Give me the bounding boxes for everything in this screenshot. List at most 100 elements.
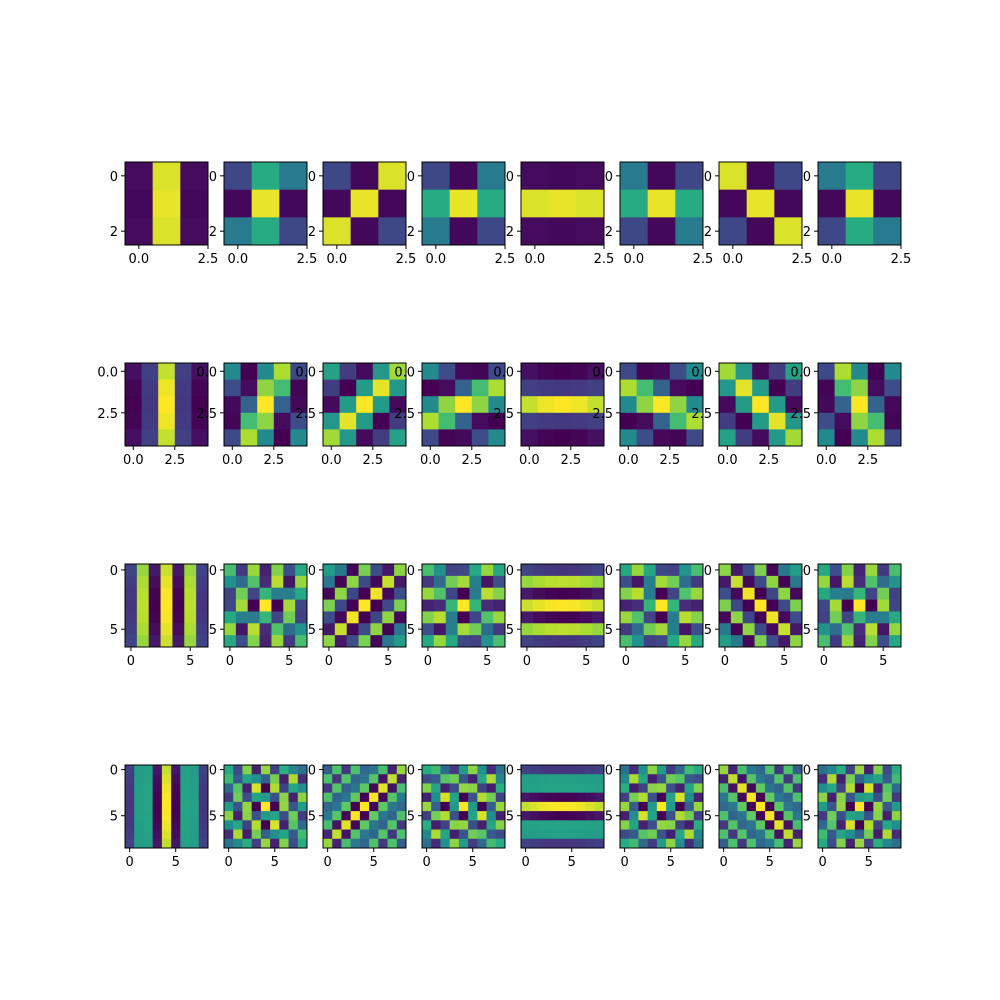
heatmap-cell: [136, 575, 150, 589]
heatmap-cell: [297, 811, 308, 821]
heatmap-cell: [332, 792, 342, 803]
heatmap-cell: [719, 587, 732, 600]
heatmap-cell: [638, 783, 649, 794]
heatmap-cell: [679, 599, 692, 612]
heatmap-cell: [629, 774, 639, 784]
heatmap-cell: [877, 623, 890, 636]
heatmap-cell: [493, 564, 506, 577]
heatmap-cell: [884, 379, 902, 397]
heatmap-cell: [270, 838, 280, 849]
heatmap-cell: [737, 774, 748, 784]
heatmap-cell: [224, 783, 234, 794]
y-tick-label: 2: [209, 225, 217, 240]
heatmap-cell: [477, 801, 487, 812]
heatmap-cell: [656, 783, 667, 794]
heatmap-cell: [829, 587, 843, 600]
heatmap-cell: [242, 838, 253, 849]
heatmap-cell: [172, 623, 185, 636]
heatmap-cell: [783, 774, 794, 784]
heatmap-cell: [382, 623, 395, 636]
x-tick-label: 0: [523, 654, 531, 669]
heatmap-cell: [620, 599, 633, 612]
heatmap-cell: [728, 765, 738, 775]
y-tick-label: 2.5: [691, 407, 712, 422]
heatmap-cell: [790, 635, 803, 648]
heatmap-cell: [334, 635, 348, 648]
heatmap-cell: [884, 412, 902, 430]
heatmap-cell: [247, 587, 260, 600]
heatmap-cell: [728, 820, 738, 830]
heatmap-cell: [647, 217, 676, 246]
axes-frame: [322, 161, 407, 246]
heatmap-cell: [339, 363, 357, 380]
heatmap-cell: [752, 379, 770, 397]
heatmap-cell: [449, 801, 460, 812]
heatmap-cell: [251, 774, 262, 784]
heatmap-cell: [160, 635, 173, 648]
heatmap-cell: [620, 379, 637, 397]
heatmap-cell: [719, 783, 729, 794]
heatmap-cell: [691, 587, 704, 600]
heatmap-cell: [369, 765, 379, 775]
heatmap-cell: [152, 783, 163, 794]
heatmap-cell: [537, 412, 555, 430]
y-tick-label: 0: [506, 564, 514, 579]
heatmap-cell: [620, 829, 630, 840]
heatmap-cell: [785, 412, 803, 430]
heatmap-cell: [184, 587, 197, 600]
heatmap-cell: [557, 820, 568, 830]
heatmap-cell: [521, 838, 531, 849]
heatmap-cell: [765, 765, 775, 775]
heatmap-cell: [134, 774, 144, 784]
axes-frame: [223, 362, 308, 447]
x-tick-label: 2.5: [297, 252, 318, 267]
heatmap-cell: [873, 820, 883, 830]
heatmap-cell: [247, 599, 260, 612]
heatmap-cell: [834, 429, 852, 447]
heatmap-cell: [667, 564, 680, 577]
axes-frame: [718, 161, 803, 246]
heatmap-cell: [449, 792, 460, 803]
heatmap-cell: [477, 162, 506, 191]
heatmap-cell: [422, 412, 439, 430]
heatmap-cell: [521, 820, 531, 830]
heatmap-cell: [774, 162, 803, 191]
kernel-panel-r3-c3: 0 505: [308, 563, 407, 669]
heatmap-cell: [350, 189, 379, 218]
heatmap-cell: [873, 801, 883, 812]
kernel-panel-r1-c8: 0.0 2.502: [803, 161, 911, 267]
y-tick-label: 5: [704, 810, 712, 825]
heatmap-cell: [521, 429, 538, 447]
heatmap-cell: [719, 801, 729, 812]
heatmap-cell: [332, 829, 342, 840]
heatmap-cell: [396, 811, 407, 821]
heatmap-cell: [136, 611, 150, 624]
heatmap-cell: [455, 363, 473, 380]
heatmap-cell: [196, 635, 209, 648]
heatmap-cell: [440, 801, 451, 812]
axes-frame: [520, 362, 605, 447]
x-tick-label: 0: [622, 654, 630, 669]
heatmap-cell: [539, 820, 550, 830]
heatmap-cell: [125, 189, 154, 218]
heatmap-cell: [332, 774, 342, 784]
y-tick-label: 0.0: [394, 365, 415, 380]
heatmap-cell: [841, 575, 854, 589]
heatmap-cell: [273, 429, 291, 447]
axes-frame: [520, 563, 605, 648]
heatmap-cell: [686, 412, 704, 430]
y-tick-label: 0: [803, 764, 811, 779]
heatmap-cell: [297, 792, 308, 803]
heatmap-cell: [755, 774, 766, 784]
heatmap-cell: [737, 765, 748, 775]
heatmap-cell: [675, 162, 704, 191]
heatmap-cell: [643, 587, 656, 600]
heatmap-cell: [495, 801, 506, 812]
heatmap-cell: [247, 575, 260, 589]
heatmap-cell: [530, 811, 540, 821]
heatmap-cell: [882, 783, 893, 794]
heatmap-cell: [440, 792, 451, 803]
x-tick-label: 5: [469, 855, 477, 870]
heatmap-cell: [592, 635, 605, 648]
